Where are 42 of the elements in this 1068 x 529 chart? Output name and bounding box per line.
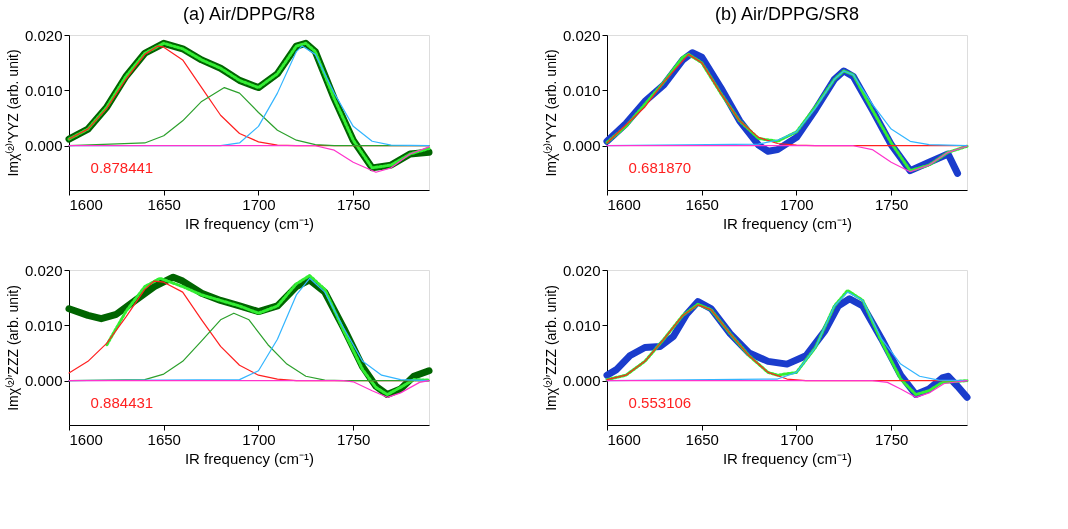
x-tick-label: 1750 <box>337 195 371 213</box>
x-tick-label: 1700 <box>242 430 276 448</box>
x-tick-label: 1750 <box>875 430 909 448</box>
x-tick-label: 1750 <box>337 430 371 448</box>
x-axis-title: IR frequency (cm⁻¹) <box>184 449 315 467</box>
x-tick-label: 1600 <box>69 430 103 448</box>
y-tick-label: 0.000 <box>24 372 63 390</box>
y-tick-label: 0.000 <box>24 137 63 155</box>
y-tick-label: 0.010 <box>24 316 63 334</box>
x-tick-label: 1700 <box>780 195 814 213</box>
x-axis-title: IR frequency (cm⁻¹) <box>184 214 315 232</box>
y-axis-title: Imχ⁽²⁾′ZZZ (arb. unit) <box>4 285 21 411</box>
y-tick-label: 0.020 <box>562 26 601 44</box>
y-tick-label: 0.010 <box>24 81 63 99</box>
x-tick-label: 1600 <box>607 430 641 448</box>
x-tick-label: 1750 <box>875 195 909 213</box>
x-tick-label: 1650 <box>685 430 719 448</box>
y-tick-label: 0.010 <box>562 81 601 99</box>
x-axis-title: IR frequency (cm⁻¹) <box>722 214 853 232</box>
annotation: 0.553106 <box>628 394 692 412</box>
annotation: 0.681870 <box>628 159 692 177</box>
y-axis-title: Imχ⁽²⁾′ZZZ (arb. unit) <box>542 285 559 411</box>
annotation: 0.878441 <box>90 159 154 177</box>
y-tick-label: 0.000 <box>562 372 601 390</box>
x-tick-label: 1700 <box>780 430 814 448</box>
x-tick-label: 1600 <box>607 195 641 213</box>
x-tick-label: 1650 <box>685 195 719 213</box>
y-tick-label: 0.010 <box>562 316 601 334</box>
x-tick-label: 1600 <box>69 195 103 213</box>
y-tick-label: 0.020 <box>24 26 63 44</box>
x-axis-title: IR frequency (cm⁻¹) <box>722 449 853 467</box>
x-tick-label: 1700 <box>242 195 276 213</box>
x-tick-label: 1650 <box>147 195 181 213</box>
y-axis-title: Imχ⁽²⁾′YYZ (arb. unit) <box>542 49 559 177</box>
x-tick-label: 1650 <box>147 430 181 448</box>
chart-title: (a) Air/DPPG/R8 <box>182 4 316 24</box>
chart-title: (b) Air/DPPG/SR8 <box>714 4 860 24</box>
annotation: 0.884431 <box>90 394 154 412</box>
y-tick-label: 0.020 <box>562 261 601 279</box>
y-tick-label: 0.020 <box>24 261 63 279</box>
y-tick-label: 0.000 <box>562 137 601 155</box>
y-axis-title: Imχ⁽²⁾′YYZ (arb. unit) <box>4 49 21 177</box>
